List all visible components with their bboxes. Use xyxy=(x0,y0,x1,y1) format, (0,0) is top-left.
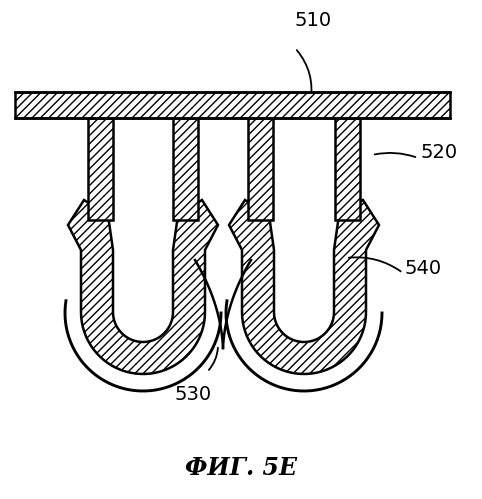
Text: 530: 530 xyxy=(174,385,212,404)
Bar xyxy=(15,92,450,118)
Polygon shape xyxy=(173,118,198,220)
Polygon shape xyxy=(68,200,218,374)
Text: 520: 520 xyxy=(420,143,457,162)
Polygon shape xyxy=(88,118,113,220)
Polygon shape xyxy=(248,118,273,220)
Text: ФИГ. 5E: ФИГ. 5E xyxy=(185,456,297,480)
Text: 540: 540 xyxy=(405,258,442,277)
Polygon shape xyxy=(229,200,379,374)
Polygon shape xyxy=(335,118,360,220)
Text: 510: 510 xyxy=(295,11,332,30)
